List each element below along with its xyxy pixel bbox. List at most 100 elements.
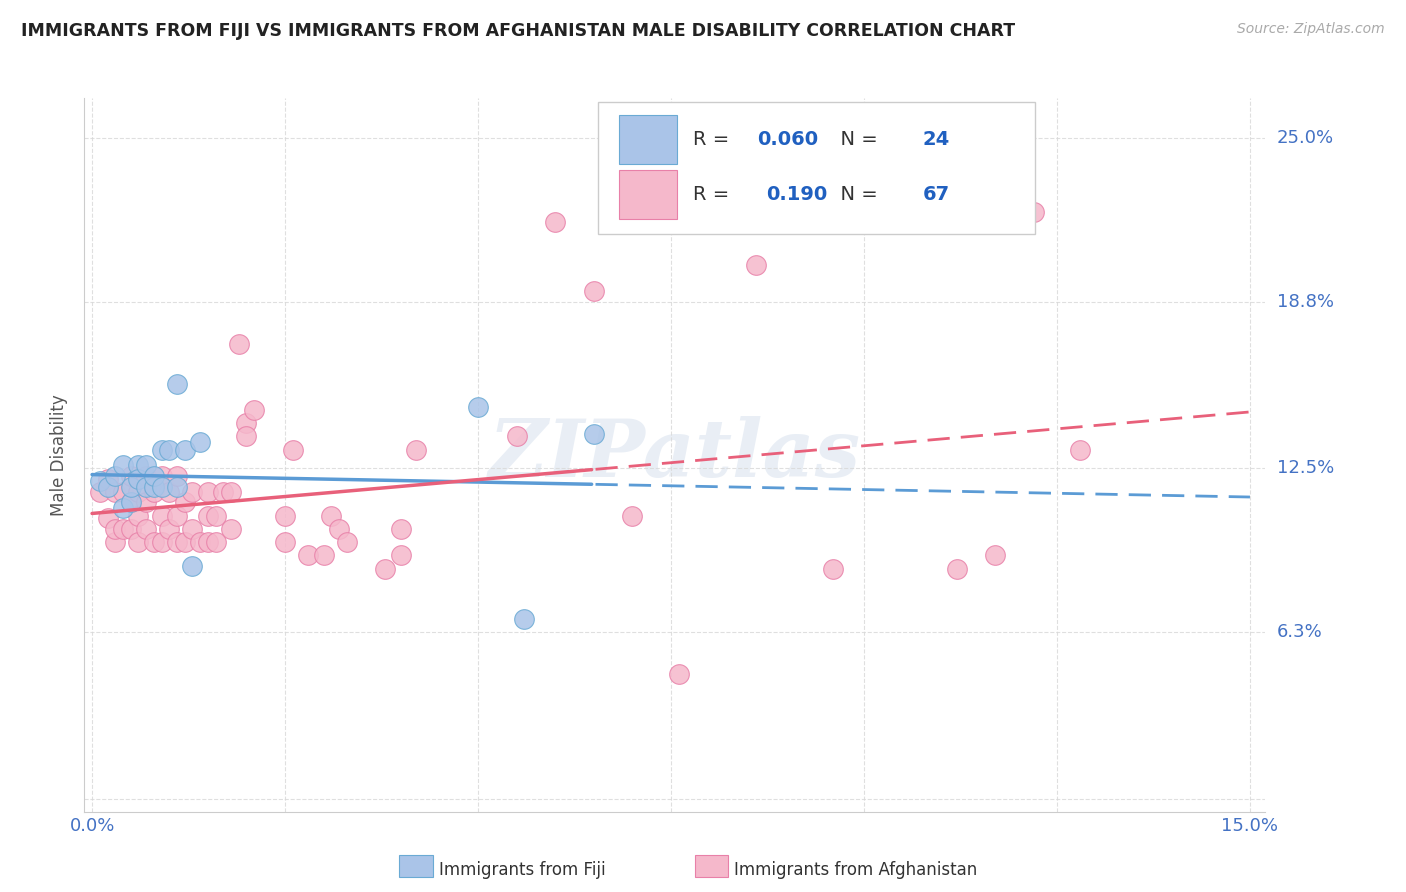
Point — [243, 403, 266, 417]
Point — [150, 508, 173, 523]
Point — [127, 508, 149, 523]
Point — [582, 426, 605, 441]
Point — [157, 484, 180, 499]
Text: Immigrants from Fiji: Immigrants from Fiji — [439, 861, 606, 879]
Point — [188, 535, 211, 549]
Point — [297, 549, 319, 563]
Point — [823, 561, 845, 575]
Point — [281, 442, 304, 457]
Point — [89, 484, 111, 499]
Point — [181, 558, 204, 573]
Text: IMMIGRANTS FROM FIJI VS IMMIGRANTS FROM AFGHANISTAN MALE DISABILITY CORRELATION : IMMIGRANTS FROM FIJI VS IMMIGRANTS FROM … — [21, 22, 1015, 40]
Point — [197, 535, 219, 549]
Point — [104, 535, 127, 549]
Point — [173, 442, 195, 457]
Point — [142, 535, 165, 549]
Point — [111, 484, 134, 499]
Point — [582, 284, 605, 298]
Text: N =: N = — [828, 130, 884, 149]
Y-axis label: Male Disability: Male Disability — [51, 394, 69, 516]
Point — [127, 472, 149, 486]
Point — [166, 508, 188, 523]
Text: 0.190: 0.190 — [766, 185, 827, 204]
Point — [150, 480, 173, 494]
Point — [621, 508, 644, 523]
Point — [142, 480, 165, 494]
Point — [389, 549, 412, 563]
Point — [96, 511, 118, 525]
Point — [120, 495, 142, 509]
Point — [374, 561, 396, 575]
Point — [405, 442, 427, 457]
Point — [181, 522, 204, 536]
Text: 67: 67 — [922, 185, 950, 204]
Text: 12.5%: 12.5% — [1277, 459, 1334, 477]
Point — [157, 522, 180, 536]
Text: ZIPatlas: ZIPatlas — [489, 417, 860, 493]
Point — [513, 612, 536, 626]
Point — [312, 549, 335, 563]
Text: 18.8%: 18.8% — [1277, 293, 1333, 310]
Point — [984, 549, 1007, 563]
Point — [96, 472, 118, 486]
Point — [104, 522, 127, 536]
Point — [166, 535, 188, 549]
Point — [111, 522, 134, 536]
Point — [120, 522, 142, 536]
Point — [127, 535, 149, 549]
Point — [104, 469, 127, 483]
Point — [135, 469, 157, 483]
Point — [389, 522, 412, 536]
Point — [127, 484, 149, 499]
Point — [204, 535, 226, 549]
Point — [135, 522, 157, 536]
Point — [235, 416, 257, 430]
Point — [188, 434, 211, 449]
Point — [228, 337, 250, 351]
Point — [111, 458, 134, 473]
Point — [166, 469, 188, 483]
Point — [166, 376, 188, 391]
Point — [142, 469, 165, 483]
Point — [235, 429, 257, 443]
Point — [181, 484, 204, 499]
Point — [166, 480, 188, 494]
Point — [328, 522, 350, 536]
Point — [135, 458, 157, 473]
Point — [467, 401, 489, 415]
Text: Immigrants from Afghanistan: Immigrants from Afghanistan — [734, 861, 977, 879]
Point — [204, 508, 226, 523]
Point — [197, 484, 219, 499]
FancyBboxPatch shape — [620, 115, 678, 164]
Point — [142, 484, 165, 499]
Point — [1069, 442, 1091, 457]
Text: R =: R = — [693, 130, 735, 149]
Point — [150, 469, 173, 483]
Point — [219, 522, 242, 536]
Point — [321, 508, 343, 523]
Point — [745, 258, 768, 272]
Text: R =: R = — [693, 185, 741, 204]
FancyBboxPatch shape — [598, 102, 1035, 234]
Text: 6.3%: 6.3% — [1277, 623, 1322, 641]
Text: Source: ZipAtlas.com: Source: ZipAtlas.com — [1237, 22, 1385, 37]
Point — [150, 442, 173, 457]
Point — [157, 442, 180, 457]
Point — [274, 508, 297, 523]
Point — [120, 480, 142, 494]
Point — [219, 484, 242, 499]
Point — [1022, 204, 1045, 219]
Point — [120, 495, 142, 509]
Point — [544, 215, 567, 229]
Point — [274, 535, 297, 549]
FancyBboxPatch shape — [620, 169, 678, 219]
Text: 24: 24 — [922, 130, 950, 149]
Point — [135, 480, 157, 494]
Point — [945, 561, 967, 575]
Text: 25.0%: 25.0% — [1277, 128, 1334, 147]
Point — [111, 500, 134, 515]
Point — [668, 667, 690, 681]
Point — [96, 480, 118, 494]
Point — [173, 535, 195, 549]
Point — [150, 535, 173, 549]
